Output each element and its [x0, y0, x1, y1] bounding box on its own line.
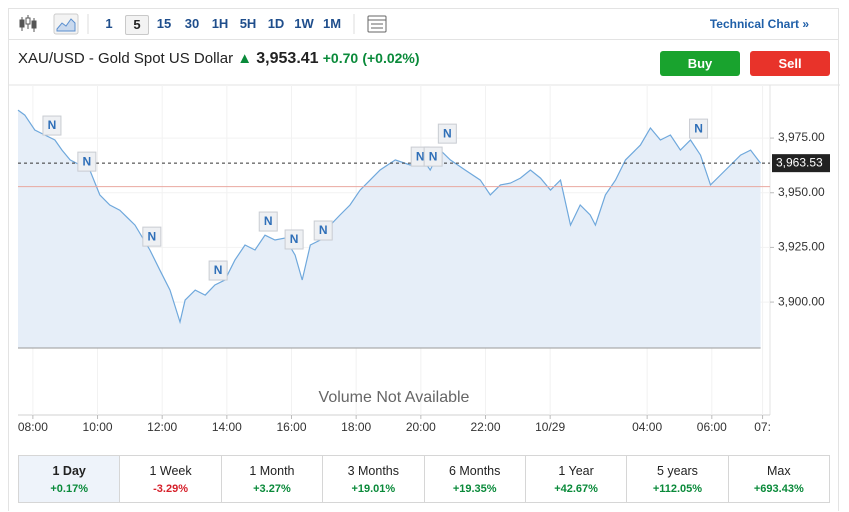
news-marker-label: N	[416, 149, 425, 163]
x-tick-label: 20:00	[406, 420, 436, 434]
news-marker-label: N	[264, 214, 273, 228]
price-area	[18, 110, 761, 348]
period-cell[interactable]: 1 Month +3.27%	[220, 456, 322, 502]
toolbar-icons	[19, 13, 387, 35]
y-tick-label: 3,900.00	[778, 294, 825, 308]
volume-note: Volume Not Available	[319, 389, 470, 406]
period-cell[interactable]: 5 years +112.05%	[626, 456, 727, 502]
period-change: +19.01%	[351, 483, 396, 495]
interval-button[interactable]: 15	[156, 16, 172, 31]
x-tick-label: 16:00	[276, 420, 306, 434]
period-change: +112.05%	[652, 483, 703, 495]
period-cell[interactable]: 1 Week -3.29%	[119, 456, 220, 502]
candles-icon[interactable]	[19, 15, 37, 32]
news-marker-label: N	[694, 121, 703, 135]
technical-chart-link[interactable]: Technical Chart »	[709, 17, 809, 31]
quote-header: XAU/USD - Gold Spot US Dollar ▲ 3,953.41…	[18, 50, 420, 68]
period-table: 1 Day +0.17% 1 Week -3.29% 1 Month +3.27% 3 Mo…	[18, 455, 830, 503]
period-label: 3 Months	[347, 464, 400, 478]
x-tick-label: 18:00	[341, 420, 371, 434]
period-label: 1 Month	[249, 464, 295, 478]
period-label: 1 Week	[149, 464, 192, 478]
change: +0.70	[322, 50, 359, 66]
chart: 08:00 10:00 12:00 14:00 16:00 18:00 20:00 22:00…	[8, 84, 840, 434]
interval-button[interactable]: 30	[184, 16, 200, 31]
x-tick-label: 08:00	[18, 420, 48, 434]
period-change: +3.27%	[253, 483, 291, 495]
x-tick-label: 14:00	[212, 420, 242, 434]
news-marker-label: N	[148, 229, 157, 243]
news-marker[interactable]	[313, 220, 333, 241]
period-label: 6 Months	[448, 464, 501, 478]
period-label: Max	[767, 464, 791, 478]
interval-button[interactable]: 1W	[294, 16, 314, 31]
x-tick-label: 12:00	[147, 420, 177, 434]
change-percent: (+0.02%)	[362, 50, 420, 66]
sell-button[interactable]: Sell	[750, 51, 830, 76]
period-label: 1 Year	[558, 464, 594, 478]
news-marker-label: N	[48, 118, 57, 132]
buy-button[interactable]: Buy	[660, 51, 740, 76]
y-tick-label: 3,925.00	[778, 240, 825, 254]
news-marker[interactable]	[208, 260, 228, 281]
news-marker[interactable]	[284, 229, 304, 250]
toolbar: Technical Chart » 1 5 15 30 1H 5H 1D 1W 1M	[8, 8, 839, 40]
widget-frame	[8, 8, 839, 511]
x-tick-label: 07:	[754, 420, 771, 434]
news-marker-label: N	[443, 126, 452, 140]
x-tick-label: 10:00	[83, 420, 113, 434]
y-tick-label: 3,975.00	[778, 130, 825, 144]
interval-button[interactable]: 1H	[211, 16, 229, 31]
period-label: 5 years	[656, 464, 698, 478]
period-cell[interactable]: 6 Months +19.35%	[423, 456, 525, 502]
news-marker-label: N	[83, 154, 92, 168]
period-cell[interactable]: Max +693.43%	[727, 456, 829, 502]
price: 3,953.41	[256, 50, 319, 67]
area-icon[interactable]	[53, 13, 79, 35]
period-change: -3.29%	[153, 483, 188, 495]
news-marker-label: N	[214, 263, 223, 277]
news-marker-label: N	[429, 149, 438, 163]
y-tick-label: 3,950.00	[778, 185, 825, 199]
last-price-box	[772, 154, 830, 173]
interval-button[interactable]: 5H	[239, 16, 257, 31]
symbol: XAU/USD - Gold Spot US Dollar	[18, 50, 234, 67]
period-label: 1 Day	[52, 464, 86, 478]
interval-button[interactable]: 1	[105, 16, 113, 31]
period-change: +693.43%	[753, 483, 804, 495]
period-cell[interactable]: 3 Months +19.01%	[322, 456, 423, 502]
period-cell[interactable]: 1 Year +42.67%	[524, 456, 626, 502]
last-price-label: 3,963.53	[776, 155, 823, 169]
x-tick-label: 06:00	[697, 420, 727, 434]
news-marker-label: N	[319, 223, 328, 237]
period-cell[interactable]: 1 Day +0.17%	[19, 456, 120, 502]
news-marker[interactable]	[142, 226, 162, 247]
news-marker[interactable]	[689, 118, 709, 139]
period-change: +0.17%	[50, 483, 88, 495]
news-marker-label: N	[290, 232, 299, 246]
x-tick-label: 04:00	[632, 420, 662, 434]
news-marker[interactable]	[258, 211, 278, 232]
x-tick-label: 10/29	[535, 420, 565, 434]
news-marker[interactable]	[437, 123, 457, 144]
up-arrow: ▲	[237, 50, 253, 67]
interval-button[interactable]: 5	[125, 15, 149, 35]
interval-button[interactable]: 1M	[322, 16, 342, 31]
interval-button[interactable]: 1D	[267, 16, 285, 31]
period-change: +42.67%	[554, 483, 598, 495]
news-marker[interactable]	[423, 146, 443, 167]
news-marker[interactable]	[77, 151, 97, 172]
price-line	[17, 109, 762, 325]
period-change: +19.35%	[452, 483, 497, 495]
news-marker[interactable]	[42, 115, 62, 136]
settings-icon[interactable]	[367, 15, 387, 33]
x-tick-label: 22:00	[470, 420, 500, 434]
